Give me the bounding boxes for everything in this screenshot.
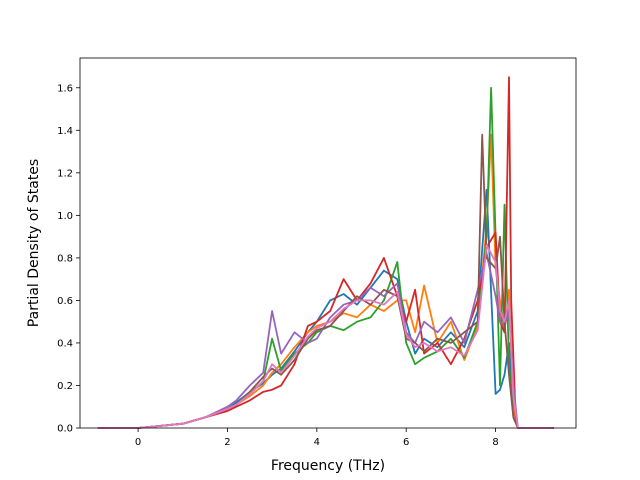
y-tick-label: 1.2 — [57, 168, 73, 179]
y-tick-label: 0.0 — [57, 424, 73, 435]
y-tick-label: 1.0 — [57, 211, 73, 222]
y-axis-ticks: 0.0 0.2 0.4 0.6 0.8 1.0 1.2 1.4 1.6 — [57, 83, 80, 435]
y-tick-label: 0.4 — [57, 338, 73, 349]
x-tick-label: 8 — [492, 437, 498, 448]
x-tick-label: 0 — [135, 437, 141, 448]
y-axis-label: Partial Density of States — [26, 159, 42, 327]
x-tick-label: 6 — [403, 437, 409, 448]
series-lines — [97, 76, 554, 429]
y-tick-label: 0.6 — [57, 296, 73, 307]
series-line-5 — [97, 252, 554, 429]
x-tick-label: 4 — [314, 437, 320, 448]
series-line-7 — [97, 244, 554, 429]
x-axis-label: Frequency (THz) — [271, 458, 385, 474]
x-axis-ticks: 0 2 4 6 8 — [135, 428, 499, 448]
x-tick-label: 2 — [224, 437, 230, 448]
y-tick-label: 1.4 — [57, 126, 73, 137]
y-tick-label: 0.8 — [57, 253, 73, 264]
y-tick-label: 0.2 — [57, 381, 73, 392]
plot-frame — [79, 57, 577, 429]
y-tick-label: 1.6 — [57, 83, 73, 94]
